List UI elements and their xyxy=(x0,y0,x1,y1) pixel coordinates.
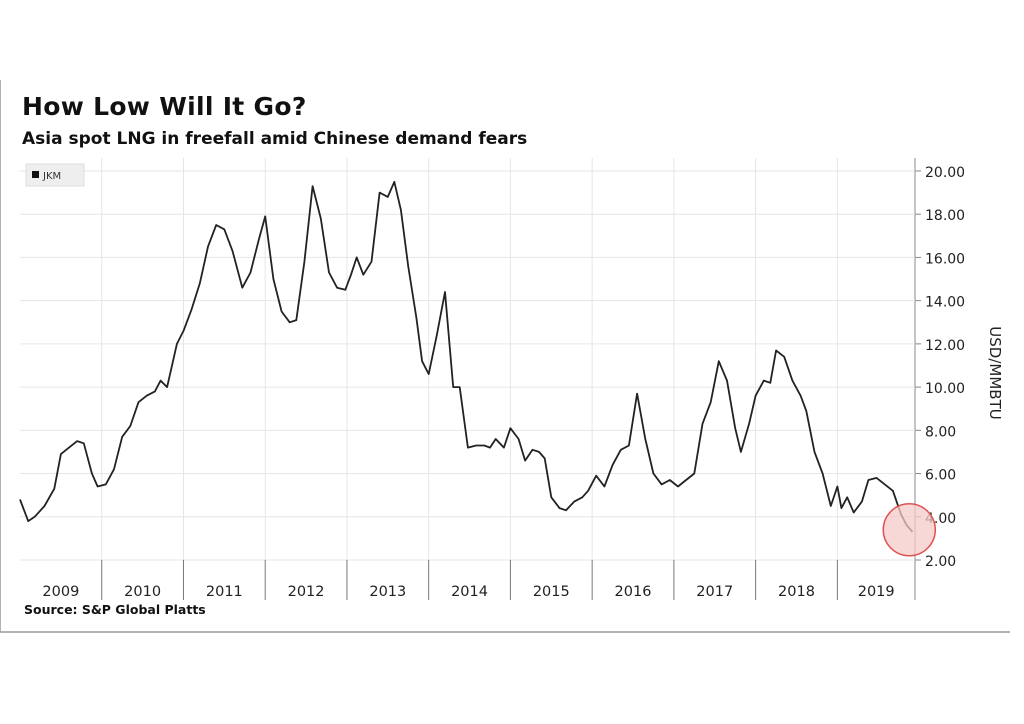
highlight-group xyxy=(882,502,937,557)
series-line-jkm xyxy=(19,180,914,533)
x-tick-label: 2012 xyxy=(288,584,325,600)
x-tick-label: 2016 xyxy=(615,584,652,600)
gridlines xyxy=(20,158,915,561)
plot-frame xyxy=(0,80,1010,633)
x-tick-label: 2013 xyxy=(369,584,406,600)
y-axis: 20.0018.0016.0014.0012.0010.008.006.004.… xyxy=(915,165,1004,570)
highlight-circle xyxy=(882,502,937,557)
x-tick-label: 2017 xyxy=(696,584,733,600)
x-tick-label: 2010 xyxy=(124,584,161,600)
y-tick-label: 18.00 xyxy=(925,208,965,224)
series-group xyxy=(19,180,914,533)
y-tick-label: 20.00 xyxy=(925,165,965,181)
y-tick-label: 12.00 xyxy=(925,338,965,354)
x-tick-label: 2009 xyxy=(42,584,79,600)
legend-box xyxy=(25,163,85,187)
legend-swatch xyxy=(32,171,39,178)
x-tick-label: 2018 xyxy=(778,584,815,600)
y-tick-label: 8.00 xyxy=(925,424,956,440)
legend: JKM xyxy=(25,163,85,187)
y-tick-label: 14.00 xyxy=(925,295,965,311)
x-tick-label: 2019 xyxy=(858,584,895,600)
y-tick-label: 6.00 xyxy=(925,468,956,484)
x-axis: 2009 2010 2011 2012 2013 2014 2015 2016 2017 2018… xyxy=(42,560,895,600)
x-tick-label: 2015 xyxy=(533,584,570,600)
y-axis-label: USD/MMBTU xyxy=(986,326,1004,419)
x-tick-label: 2011 xyxy=(206,584,243,600)
chart-title: How Low Will It Go? xyxy=(22,92,307,121)
x-tick-label: 2014 xyxy=(451,584,488,600)
y-tick-label: 16.00 xyxy=(925,251,965,267)
chart-subtitle: Asia spot LNG in freefall amid Chinese d… xyxy=(22,129,528,149)
source-note: Source: S&P Global Platts xyxy=(24,602,206,617)
y-tick-label: 2.00 xyxy=(925,554,956,570)
y-tick-label: 10.00 xyxy=(925,381,965,397)
legend-label: JKM xyxy=(42,171,61,182)
